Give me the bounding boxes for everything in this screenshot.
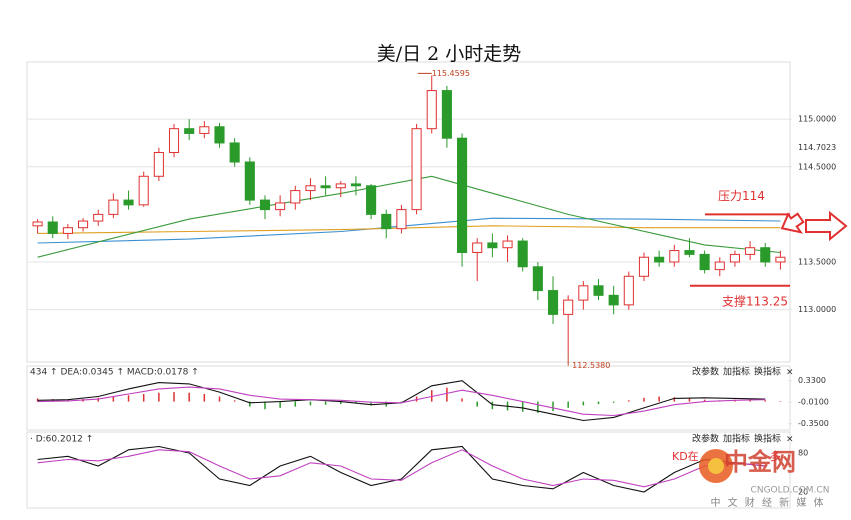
- y-tick-label: 0.3300: [798, 376, 826, 385]
- candle-body: [472, 242, 483, 253]
- level-label: 支撑113.25: [722, 293, 788, 308]
- y-tick-label: -0.3500: [798, 419, 829, 428]
- candle-body: [78, 220, 89, 229]
- watermark-note: KD在: [672, 450, 699, 463]
- candle-body: [275, 202, 286, 211]
- arrow-icon: [805, 210, 848, 242]
- panel-button[interactable]: 换指标: [754, 366, 781, 378]
- candle-body: [487, 242, 498, 249]
- candle-body: [517, 240, 528, 268]
- high-label: 115.4595: [432, 69, 470, 78]
- level-label: 压力114: [718, 189, 765, 203]
- candle-body: [123, 199, 134, 206]
- candle-body: [290, 190, 301, 204]
- watermark-domain: CNGOLD.COM.CN: [751, 486, 830, 496]
- candle-body: [153, 151, 164, 177]
- panel-button[interactable]: ×: [786, 368, 794, 378]
- panel-button[interactable]: 换指标: [754, 433, 781, 445]
- candle-body: [532, 266, 543, 292]
- kd-panel: [26, 431, 791, 509]
- candle-body: [593, 285, 604, 296]
- macd-panel: [26, 365, 791, 431]
- candle-body: [396, 209, 407, 230]
- candle-body: [168, 128, 180, 153]
- watermark-note: 多: [770, 449, 781, 463]
- low-label: 112.5380: [572, 361, 610, 370]
- watermark-slogan: 中 文 财 经 新 媒 体: [710, 496, 825, 509]
- y-tick-label: 113.0000: [798, 305, 836, 314]
- candle-body: [138, 175, 149, 206]
- candle-body: [578, 285, 589, 301]
- panel-header: · D:60.2012 ↑: [30, 435, 93, 445]
- y-tick-label: 113.5000: [798, 258, 836, 267]
- candle-body: [184, 128, 195, 134]
- y-tick-label: 20: [798, 488, 808, 497]
- watermark-logo-text: 中金网: [724, 448, 796, 476]
- y-tick-label: 80: [798, 449, 808, 458]
- candle-body: [62, 227, 73, 234]
- candle-body: [335, 183, 346, 189]
- logo: [708, 458, 724, 474]
- y-tick-label: 115.0000: [798, 115, 836, 124]
- candle-body: [638, 256, 650, 277]
- candle-body: [699, 253, 710, 271]
- y-tick-label: -0.0100: [798, 398, 829, 407]
- panel-button[interactable]: 加指标: [723, 366, 750, 378]
- price-panel: [26, 61, 791, 363]
- panel-button[interactable]: 加指标: [723, 433, 750, 445]
- candle-body: [32, 221, 43, 227]
- chart-title: 美/日 2 小时走势: [377, 43, 522, 65]
- candle-body: [623, 275, 634, 306]
- candle-body: [411, 128, 422, 211]
- candle-body: [547, 290, 559, 315]
- candle-body: [441, 90, 452, 139]
- candle-body: [108, 199, 119, 215]
- panel-button[interactable]: ×: [786, 435, 794, 445]
- candle-body: [760, 247, 771, 263]
- panel-header: 434 ↑ DEA:0.0345 ↑ MACD:0.0178 ↑: [30, 368, 199, 378]
- candle-body: [669, 250, 680, 263]
- moving-average: [37, 175, 781, 258]
- candle-body: [684, 250, 695, 255]
- candle-body: [775, 256, 786, 263]
- candle-body: [320, 185, 331, 189]
- candle-body: [350, 183, 361, 187]
- moving-average: [37, 225, 781, 234]
- candle-body: [714, 261, 725, 271]
- candle-body: [729, 253, 740, 263]
- candle-body: [47, 221, 58, 234]
- macd-line: [37, 386, 766, 417]
- candle-body: [244, 161, 255, 201]
- candle-body: [502, 240, 513, 249]
- candle-body: [381, 213, 392, 230]
- kd-line: [37, 445, 766, 493]
- moving-average: [37, 217, 781, 244]
- candle-body: [745, 247, 756, 255]
- candle-body: [93, 213, 104, 222]
- candle-body: [654, 256, 665, 263]
- candle-body: [229, 142, 240, 163]
- candle-body: [259, 199, 271, 211]
- candle-body: [305, 185, 316, 192]
- panel-button[interactable]: 改参数: [692, 433, 719, 445]
- candle-body: [563, 299, 574, 315]
- candle-body: [366, 185, 377, 215]
- y-tick-label: 114.5000: [798, 162, 836, 171]
- price-tag: 114.7023: [798, 143, 836, 152]
- candle-body: [608, 294, 619, 306]
- candle-body: [199, 126, 210, 134]
- candle-body: [426, 90, 437, 130]
- kd-line: [37, 449, 766, 488]
- panel-button[interactable]: 改参数: [692, 366, 719, 378]
- candle-body: [214, 126, 225, 144]
- candle-body: [457, 137, 468, 253]
